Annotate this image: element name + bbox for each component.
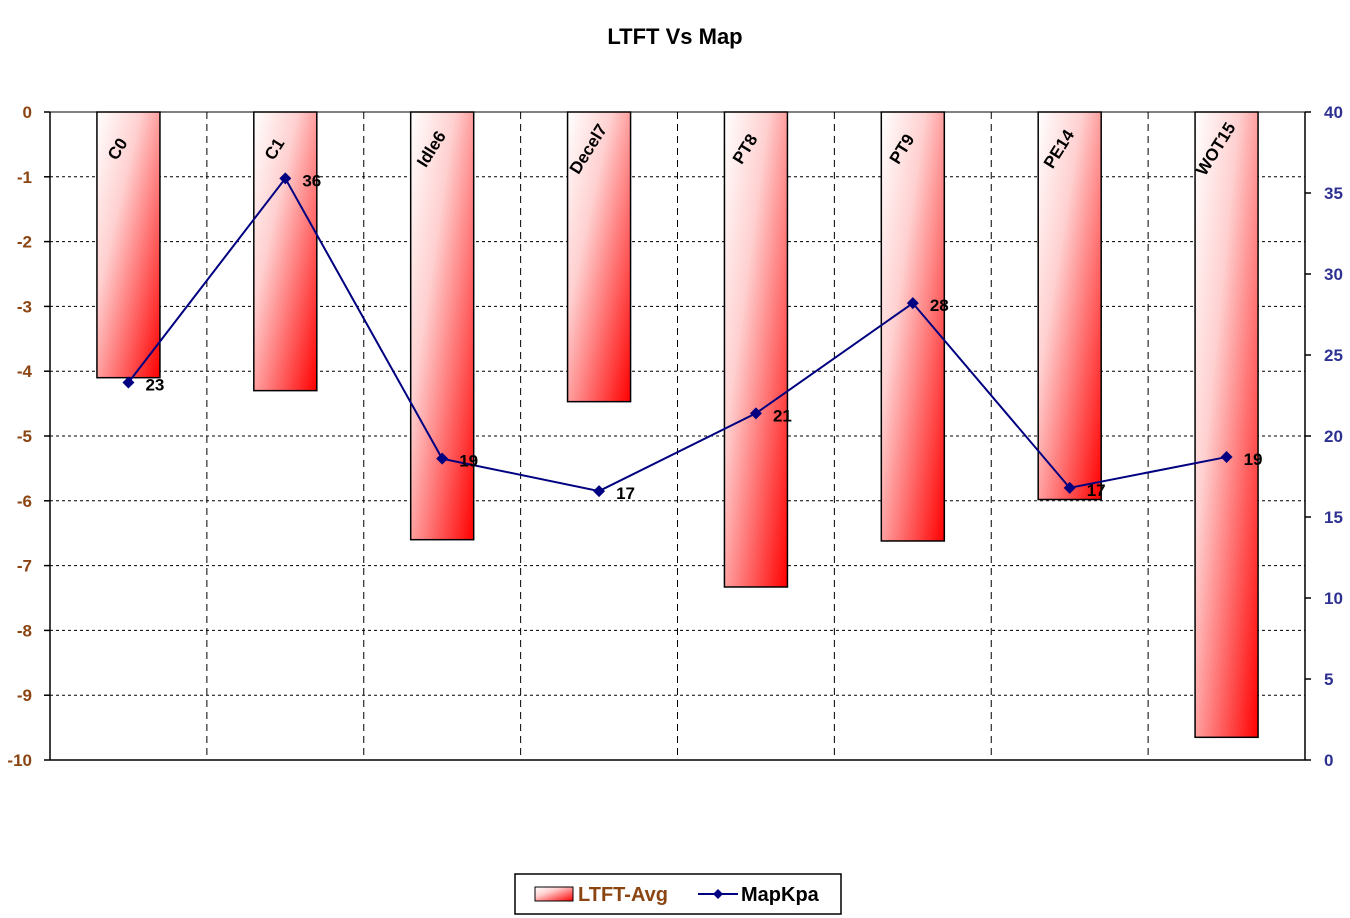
left-tick-label: -3 [17, 297, 32, 316]
right-tick-label: 10 [1324, 589, 1343, 608]
bar-wot15 [1194, 111, 1259, 739]
right-tick-label: 25 [1324, 346, 1343, 365]
bar-pt9 [880, 111, 946, 542]
mapkpa-data-label: 19 [1244, 450, 1263, 469]
bars: C0 C1 Idle6 Decel7 PT8 PT9 PE14 WOT15 [96, 111, 1259, 739]
bar-idle6 [409, 111, 475, 541]
legend-line-marker [713, 889, 723, 899]
left-tick-label: 0 [23, 103, 32, 122]
bar-pe14 [1037, 111, 1102, 501]
bar-c1 [253, 111, 318, 392]
mapkpa-line [127, 176, 1227, 493]
bar-decel7 [566, 111, 632, 403]
left-tick-label: -9 [17, 686, 32, 705]
left-tick-label: -8 [17, 621, 32, 640]
line-series: 23 36 19 17 21 28 17 19 [122, 171, 1262, 503]
right-tick-label: 15 [1324, 508, 1343, 527]
mapkpa-data-label: 19 [459, 452, 478, 471]
mapkpa-point [593, 485, 606, 498]
left-tick-label: -10 [7, 751, 32, 770]
mapkpa-data-label: 23 [145, 376, 164, 395]
legend-bar-swatch [534, 886, 574, 902]
right-tick-label: 30 [1324, 265, 1343, 284]
right-tick-label: 0 [1324, 751, 1333, 770]
mapkpa-data-label: 17 [616, 484, 635, 503]
mapkpa-point [436, 452, 449, 465]
left-tick-label: -2 [17, 233, 32, 252]
mapkpa-data-label: 28 [930, 296, 949, 315]
mapkpa-point [279, 172, 292, 185]
mapkpa-point [122, 376, 135, 389]
right-tick-label: 20 [1324, 427, 1343, 446]
right-tick-label: 35 [1324, 184, 1343, 203]
right-tick-label: 5 [1324, 670, 1333, 689]
mapkpa-data-label: 36 [302, 171, 321, 190]
left-tick-label: -1 [17, 168, 32, 187]
left-tick-label: -5 [17, 427, 32, 446]
mapkpa-data-label: 17 [1087, 481, 1106, 500]
legend: LTFT-Avg MapKpa [514, 873, 842, 915]
bar-pt8 [723, 111, 789, 588]
mapkpa-point [749, 407, 762, 420]
right-tick-label: 40 [1324, 103, 1343, 122]
mapkpa-point [1220, 451, 1233, 464]
axes: 0 -1 -2 -3 -4 -5 -6 -7 -8 -9 -10 40 35 30 25 20 15 10 5 0 [7, 103, 1343, 770]
left-tick-label: -4 [17, 362, 33, 381]
left-tick-label: -6 [17, 492, 32, 511]
mapkpa-point [1063, 481, 1076, 494]
left-tick-label: -7 [17, 557, 32, 576]
legend-label-ltft: LTFT-Avg [578, 884, 668, 906]
grid [50, 112, 1305, 760]
mapkpa-point [906, 297, 919, 310]
mapkpa-data-label: 21 [773, 406, 792, 425]
legend-label-map: MapKpa [741, 884, 820, 906]
chart-title: LTFT Vs Map [607, 24, 742, 49]
